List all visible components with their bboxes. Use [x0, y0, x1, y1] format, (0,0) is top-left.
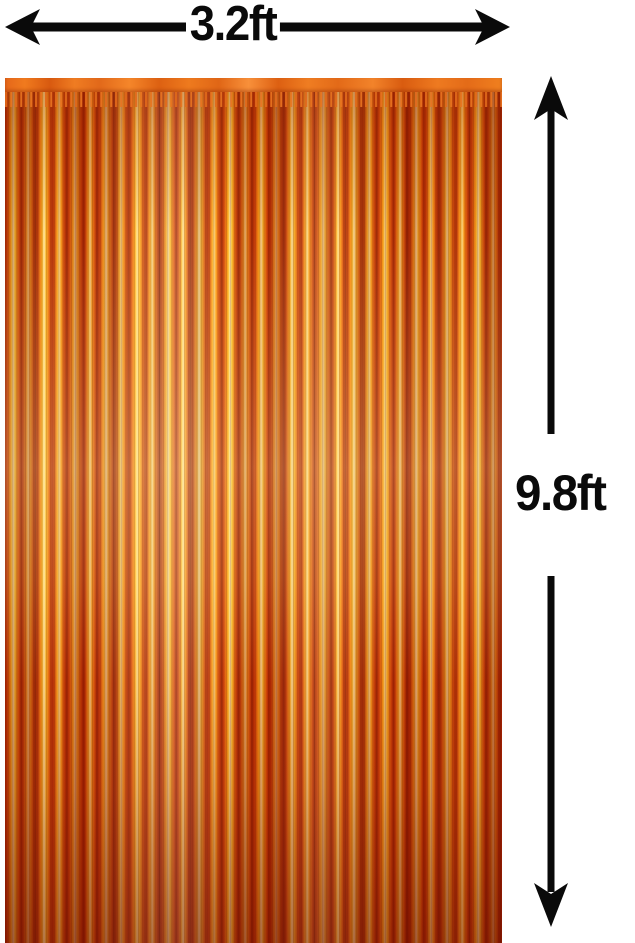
width-dimension-label: 3.2ft	[186, 0, 281, 52]
fringe-vertical-shading	[5, 78, 502, 943]
height-dimension-label: 9.8ft	[515, 465, 607, 521]
fringe-curtain-photo	[5, 78, 502, 943]
height-arrow-icon	[534, 76, 568, 927]
curtain-header-band	[5, 78, 502, 92]
width-dimension-annotation: 3.2ft	[0, 0, 515, 56]
height-dimension-annotation	[520, 68, 584, 936]
fringe-separation-lines	[5, 78, 502, 943]
fringe-top-edge	[5, 91, 502, 107]
